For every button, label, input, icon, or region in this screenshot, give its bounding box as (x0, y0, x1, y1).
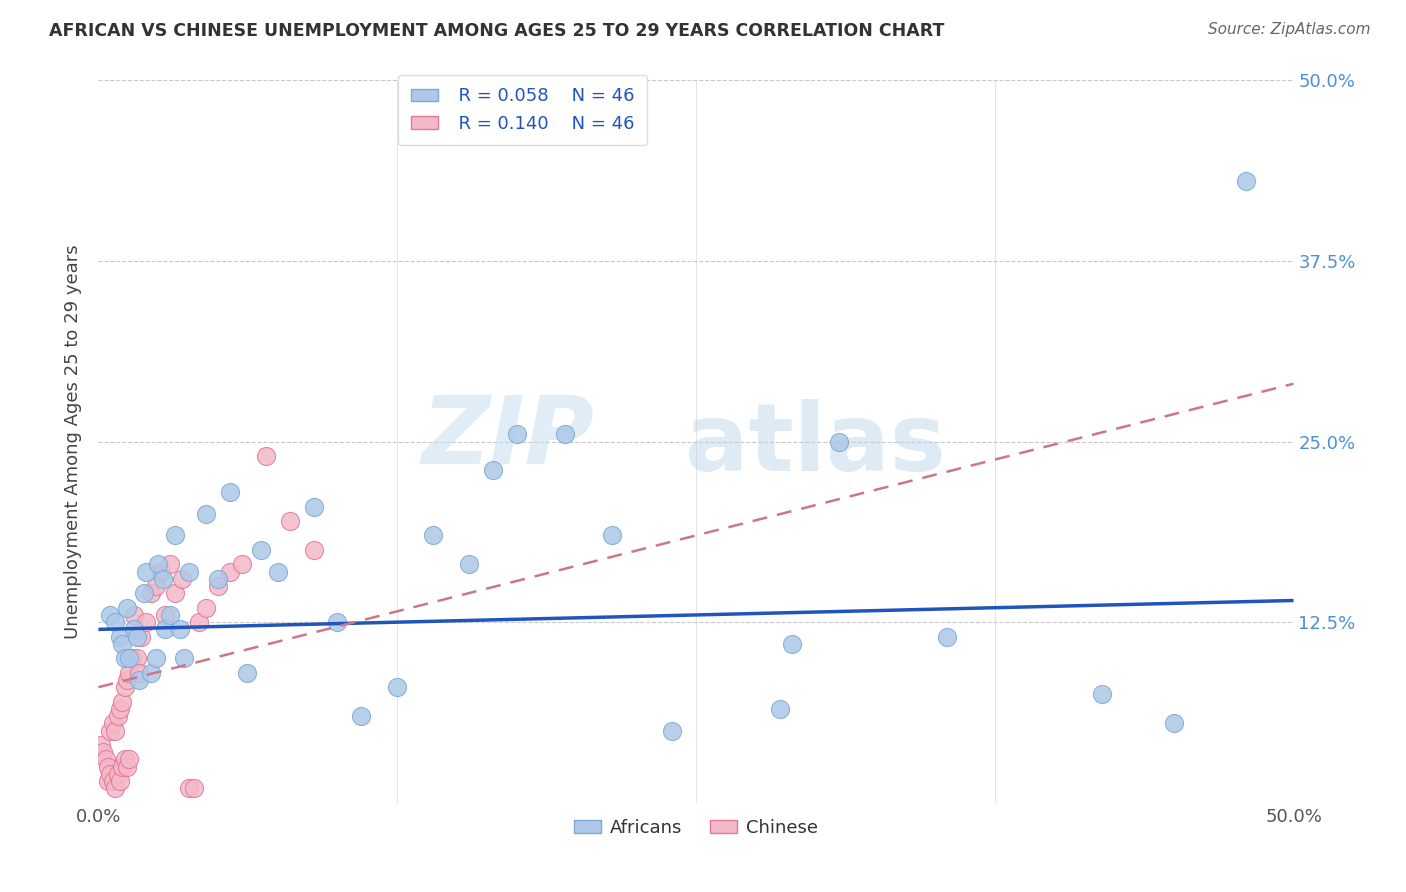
Point (207, 579, 229, 593)
Point (173, 651, 195, 665)
Point (104, 723, 127, 738)
Point (254, 449, 277, 463)
Point (481, 463, 505, 477)
Point (118, 651, 141, 665)
Point (139, 586, 162, 600)
Point (661, 723, 683, 738)
Point (97, 760, 120, 774)
Point (125, 651, 148, 665)
Point (111, 760, 134, 774)
Point (780, 637, 803, 651)
Point (145, 579, 167, 593)
Point (108, 774, 131, 789)
Point (108, 702, 131, 716)
Point (148, 558, 170, 572)
Point (98, 723, 122, 738)
Point (114, 651, 136, 665)
Point (118, 752, 141, 766)
Point (91, 745, 114, 759)
Point (131, 630, 153, 644)
Point (350, 709, 373, 723)
Point (114, 752, 136, 766)
Point (169, 623, 191, 637)
Point (159, 558, 181, 572)
Point (101, 716, 124, 731)
Point (155, 623, 177, 637)
Point (302, 500, 325, 514)
Point (124, 623, 146, 637)
Point (458, 558, 481, 572)
Point (135, 615, 157, 630)
Text: atlas: atlas (685, 399, 946, 491)
Point (385, 680, 409, 694)
Point (159, 607, 181, 622)
Point (98, 767, 122, 781)
Point (94, 752, 117, 766)
Point (172, 572, 194, 586)
Point (135, 565, 157, 579)
Point (101, 774, 124, 789)
Point (278, 514, 301, 528)
Point (183, 781, 205, 796)
Point (118, 665, 141, 680)
Point (219, 485, 242, 500)
Point (195, 600, 218, 615)
Point (195, 507, 218, 521)
Point (326, 615, 349, 630)
Point (302, 542, 325, 557)
Point (145, 651, 167, 665)
Point (231, 558, 253, 572)
Point (163, 586, 186, 600)
Point (768, 702, 790, 716)
Point (115, 760, 138, 774)
Point (155, 607, 177, 622)
Point (97, 774, 120, 789)
Text: Source: ZipAtlas.com: Source: ZipAtlas.com (1208, 22, 1371, 37)
Point (179, 781, 201, 796)
Point (114, 680, 136, 694)
Point (187, 615, 209, 630)
Text: ZIP: ZIP (422, 392, 595, 484)
Point (121, 651, 143, 665)
Point (108, 630, 131, 644)
Point (132, 586, 155, 600)
Point (139, 665, 162, 680)
Point (128, 665, 150, 680)
Point (107, 709, 129, 723)
Point (98, 607, 122, 622)
Point (128, 673, 150, 687)
Point (1163, 716, 1185, 731)
Point (125, 630, 148, 644)
Point (506, 427, 529, 442)
Point (152, 572, 174, 586)
Point (104, 615, 127, 630)
Point (111, 637, 134, 651)
Point (111, 695, 134, 709)
Text: AFRICAN VS CHINESE UNEMPLOYMENT AMONG AGES 25 TO 29 YEARS CORRELATION CHART: AFRICAN VS CHINESE UNEMPLOYMENT AMONG AG… (49, 22, 945, 40)
Point (936, 630, 959, 644)
Point (124, 607, 146, 622)
Point (219, 565, 242, 579)
Point (1234, 174, 1257, 188)
Point (179, 565, 201, 579)
Point (149, 565, 172, 579)
Point (422, 528, 444, 542)
Point (207, 572, 229, 586)
Legend: Africans, Chinese: Africans, Chinese (567, 812, 825, 845)
Point (115, 600, 138, 615)
Point (107, 767, 129, 781)
Y-axis label: Unemployment Among Ages 25 to 29 years: Unemployment Among Ages 25 to 29 years (63, 244, 82, 639)
Point (267, 565, 290, 579)
Point (250, 542, 273, 557)
Point (554, 427, 576, 442)
Point (115, 673, 138, 687)
Point (235, 665, 257, 680)
Point (90, 738, 112, 752)
Point (602, 528, 624, 542)
Point (1091, 687, 1114, 701)
Point (104, 781, 127, 796)
Point (828, 434, 851, 449)
Point (163, 528, 186, 542)
